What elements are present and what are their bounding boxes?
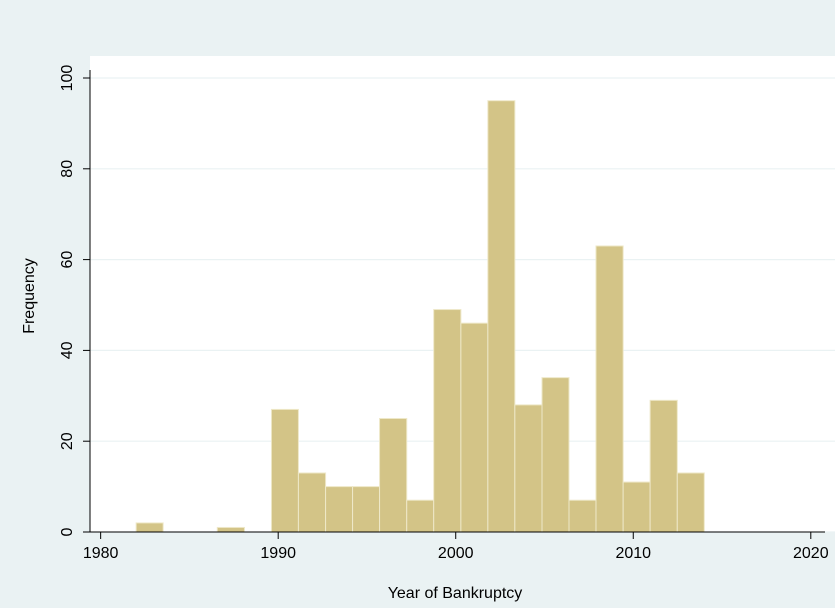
y-tick-label: 0 <box>59 527 76 536</box>
bar <box>487 100 516 533</box>
x-tick-label: 2020 <box>793 545 829 562</box>
y-tick-label: 60 <box>59 251 76 269</box>
y-tick-label: 40 <box>59 341 76 359</box>
bar <box>676 472 705 533</box>
x-axis-title: Year of Bankruptcy <box>388 585 523 602</box>
bar <box>541 377 570 533</box>
x-tick-label: 1980 <box>83 545 119 562</box>
bar <box>514 404 543 533</box>
bar <box>379 418 408 533</box>
bar <box>460 322 489 533</box>
bar <box>622 481 651 533</box>
y-tick-label: 100 <box>59 65 76 92</box>
bar <box>270 408 299 533</box>
bar <box>433 309 462 533</box>
y-tick-label: 80 <box>59 160 76 178</box>
bar <box>649 399 678 533</box>
bar <box>135 522 164 533</box>
x-tick-label: 1990 <box>260 545 296 562</box>
y-axis-title: Frequency <box>21 258 38 334</box>
bar <box>352 486 381 533</box>
bar <box>325 486 354 533</box>
y-tick-label: 20 <box>59 432 76 450</box>
bar <box>297 472 327 533</box>
bar <box>568 499 597 533</box>
bar <box>216 526 245 533</box>
x-tick-label: 2000 <box>438 545 474 562</box>
bar <box>595 245 624 533</box>
bar <box>406 499 435 533</box>
x-tick-label: 2010 <box>615 545 651 562</box>
